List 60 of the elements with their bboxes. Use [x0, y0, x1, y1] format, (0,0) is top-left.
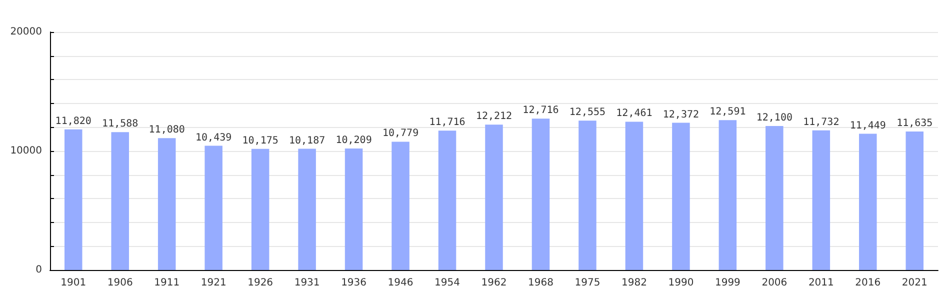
bar [204, 146, 222, 270]
x-tick-label: 1926 [248, 278, 274, 288]
data-label: 11,635 [896, 118, 933, 130]
x-tick-label: 2021 [902, 278, 928, 288]
bar [718, 120, 737, 270]
x-tick-label: 2011 [808, 278, 834, 288]
bar [298, 148, 316, 270]
data-label: 11,449 [850, 120, 886, 132]
x-tick-label: 1946 [388, 278, 414, 288]
bar [625, 122, 644, 270]
x-tick-label: 1954 [434, 278, 460, 288]
data-label: 10,175 [242, 135, 278, 146]
bar [812, 130, 830, 270]
y-tick-label: 20000 [10, 26, 42, 38]
data-label: 12,100 [756, 112, 792, 124]
data-label: 12,372 [662, 109, 700, 120]
bar [532, 118, 550, 270]
data-label: 11,820 [55, 116, 92, 127]
x-tick-label: 1901 [60, 278, 86, 288]
data-label: 12,461 [616, 108, 652, 120]
data-label: 11,588 [102, 118, 138, 130]
x-tick-label: 1906 [107, 278, 133, 288]
data-label: 11,716 [429, 117, 466, 128]
x-tick-label: 1936 [341, 278, 367, 288]
bar [111, 132, 129, 270]
bar [859, 134, 877, 270]
y-tick-label: 10000 [10, 146, 42, 156]
x-tick-label: 1911 [154, 278, 180, 288]
bar [766, 126, 784, 270]
bar [672, 122, 690, 270]
x-tick-label: 2016 [855, 278, 881, 288]
data-label: 10,439 [196, 132, 232, 144]
x-tick-label: 1999 [714, 278, 740, 288]
x-tick-label: 1968 [528, 278, 554, 288]
bar [344, 148, 363, 270]
bar [906, 132, 924, 270]
x-tick-label: 1990 [668, 278, 694, 288]
bar [251, 148, 270, 270]
x-tick-label: 1921 [200, 278, 226, 288]
x-tick-label: 1975 [574, 278, 600, 288]
data-label: 10,779 [382, 128, 419, 140]
data-label: 12,591 [710, 106, 746, 118]
bar [438, 130, 456, 270]
bar [158, 138, 176, 270]
x-tick-label: 1962 [481, 278, 507, 288]
bar [485, 124, 503, 270]
data-label: 10,187 [288, 135, 326, 146]
data-label: 12,212 [476, 111, 512, 122]
data-label: 11,732 [803, 116, 840, 128]
x-tick-label: 1982 [621, 278, 647, 288]
bar [64, 129, 82, 270]
bar [392, 142, 410, 270]
data-label: 12,716 [522, 105, 559, 116]
bar [578, 120, 596, 270]
data-label: 12,555 [569, 107, 606, 118]
data-label: 11,080 [148, 124, 185, 136]
x-tick-label: 1931 [294, 278, 320, 288]
data-label: 10,209 [336, 135, 372, 146]
y-tick-label: 0 [36, 264, 42, 276]
x-tick-label: 2006 [762, 278, 788, 288]
